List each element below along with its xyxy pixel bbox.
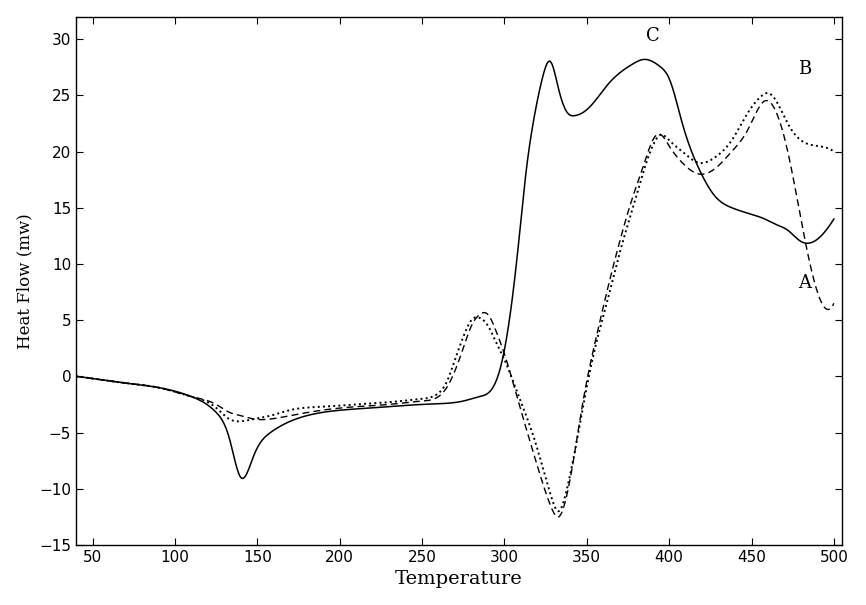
Text: B: B bbox=[798, 60, 811, 79]
Text: C: C bbox=[646, 27, 660, 45]
Text: A: A bbox=[798, 274, 811, 292]
X-axis label: Temperature: Temperature bbox=[395, 571, 523, 588]
Y-axis label: Heat Flow (mw): Heat Flow (mw) bbox=[16, 213, 34, 348]
